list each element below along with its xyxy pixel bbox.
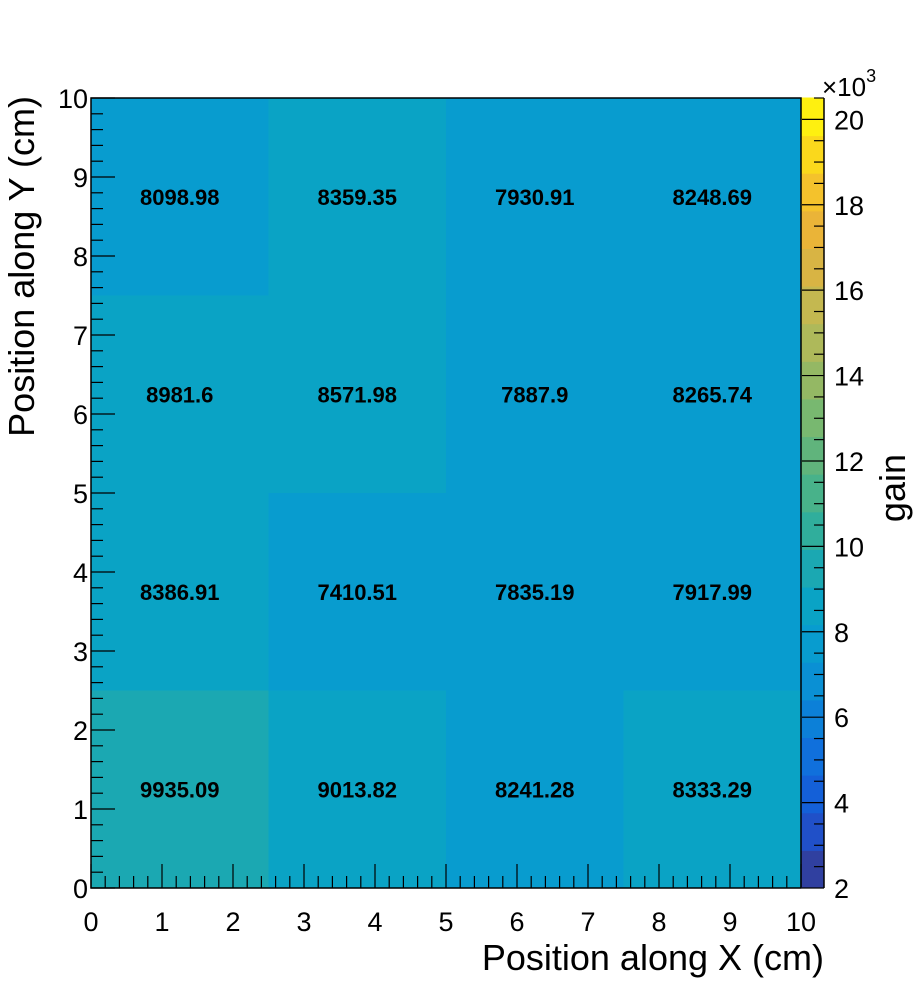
cell-value-label: 8241.28 [495, 777, 575, 802]
cell-value-label: 8571.98 [317, 382, 397, 407]
cell-value-label: 7917.99 [672, 580, 752, 605]
colorbar-tick-label: 16 [834, 276, 864, 306]
heatmap-cell [268, 690, 446, 888]
cell-value-label: 8098.98 [140, 185, 220, 210]
colorbar-tick-label: 18 [834, 191, 864, 221]
heatmap-cell [268, 493, 446, 691]
heatmap-cell [91, 98, 269, 296]
y-tick-label: 10 [58, 84, 88, 114]
y-tick-label: 2 [73, 716, 88, 746]
colorbar-tick-label: 10 [834, 532, 864, 562]
colorbar-segment [801, 548, 824, 588]
colorbar-segment [801, 624, 824, 663]
heatmap-cell [446, 493, 624, 691]
heatmap-cell [623, 690, 801, 888]
cell-value-label: 8359.35 [317, 185, 397, 210]
cell-value-label: 7930.91 [495, 185, 575, 210]
color-scale-bar [801, 97, 824, 889]
colorbar-tick-label: 12 [834, 447, 864, 477]
cell-value-label: 9935.09 [140, 777, 220, 802]
colorbar-tick-label: 20 [834, 105, 864, 135]
cell-value-labels: 9935.09 9013.82 8241.28 8333.29 8386.91 7410.… [140, 185, 753, 803]
heatmap-cell [268, 98, 446, 296]
colorbar-segment [801, 398, 824, 438]
colorbar-tick-label: 6 [834, 703, 849, 733]
colorbar-exponent: ×103 [822, 66, 876, 102]
heatmap-cells [91, 98, 801, 888]
colorbar-segment [801, 737, 824, 776]
colorbar-segment [801, 323, 824, 362]
y-tick-label: 9 [73, 163, 88, 193]
y-tick-label: 3 [73, 637, 88, 667]
cell-value-label: 7410.51 [317, 580, 397, 605]
colorbar-segment [801, 210, 824, 249]
colorbar-segment [801, 172, 824, 212]
cell-value-label: 8981.6 [146, 382, 213, 407]
y-tick-label: 8 [73, 242, 88, 272]
x-axis-title: Position along X (cm) [482, 937, 824, 978]
cell-value-label: 8248.69 [672, 185, 752, 210]
colorbar-segment [801, 473, 824, 513]
heatmap-cell [91, 295, 269, 493]
heatmap-cell [623, 295, 801, 493]
cell-value-label: 8333.29 [672, 777, 752, 802]
x-tick-label: 3 [296, 907, 311, 937]
y-tick-label: 0 [73, 874, 88, 904]
heatmap-cell [91, 690, 269, 888]
y-axis-title: Position along Y (cm) [1, 96, 42, 437]
x-tick-label: 1 [154, 907, 169, 937]
x-tick-label: 7 [580, 907, 595, 937]
colorbar-segment [801, 285, 824, 325]
cell-value-label: 7887.9 [501, 382, 568, 407]
y-tick-label: 4 [73, 558, 88, 588]
colorbar-segment [801, 661, 824, 701]
heatmap-cell [91, 493, 269, 691]
x-tick-label: 10 [786, 907, 816, 937]
x-tick-label: 6 [509, 907, 524, 937]
colorbar-exponent-base: ×10 [822, 72, 866, 102]
cell-value-label: 7835.19 [495, 580, 575, 605]
x-tick-label: 0 [83, 907, 98, 937]
heatmap-cell [268, 295, 446, 493]
colorbar-segment [801, 436, 824, 475]
heatmap-cell [623, 493, 801, 691]
colorbar-tick-label: 14 [834, 362, 864, 392]
y-tick-label: 6 [73, 400, 88, 430]
colorbar-tick-label: 2 [834, 874, 849, 904]
x-tick-label: 5 [438, 907, 453, 937]
heatmap-cell [446, 295, 624, 493]
colorbar-segment [801, 849, 824, 889]
colorbar-segment [801, 511, 824, 550]
colorbar-segment [801, 97, 824, 137]
y-tick-label: 5 [73, 479, 88, 509]
heatmap-cell [446, 98, 624, 296]
y-tick-label: 7 [73, 321, 88, 351]
colorbar-segment [801, 774, 824, 814]
colorbar-tick-label: 8 [834, 618, 849, 648]
colorbar-tick-label: 4 [834, 789, 849, 819]
colorbar-segment [801, 812, 824, 851]
colorbar-exponent-power: 3 [866, 66, 876, 86]
colorbar-segment [801, 699, 824, 739]
colorbar-segment [801, 360, 824, 400]
colorbar-title: gain [872, 454, 913, 522]
colorbar-segment [801, 135, 824, 174]
x-tick-label: 4 [367, 907, 382, 937]
x-tick-label: 2 [225, 907, 240, 937]
x-tick-label: 8 [651, 907, 666, 937]
y-tick-label: 1 [73, 795, 88, 825]
heatmap-cell [623, 98, 801, 296]
cell-value-label: 8386.91 [140, 580, 220, 605]
x-tick-label: 9 [722, 907, 737, 937]
cell-value-label: 8265.74 [672, 382, 752, 407]
colorbar-segment [801, 586, 824, 626]
colorbar-segment [801, 247, 824, 287]
heatmap-cell [446, 690, 624, 888]
cell-value-label: 9013.82 [317, 777, 397, 802]
